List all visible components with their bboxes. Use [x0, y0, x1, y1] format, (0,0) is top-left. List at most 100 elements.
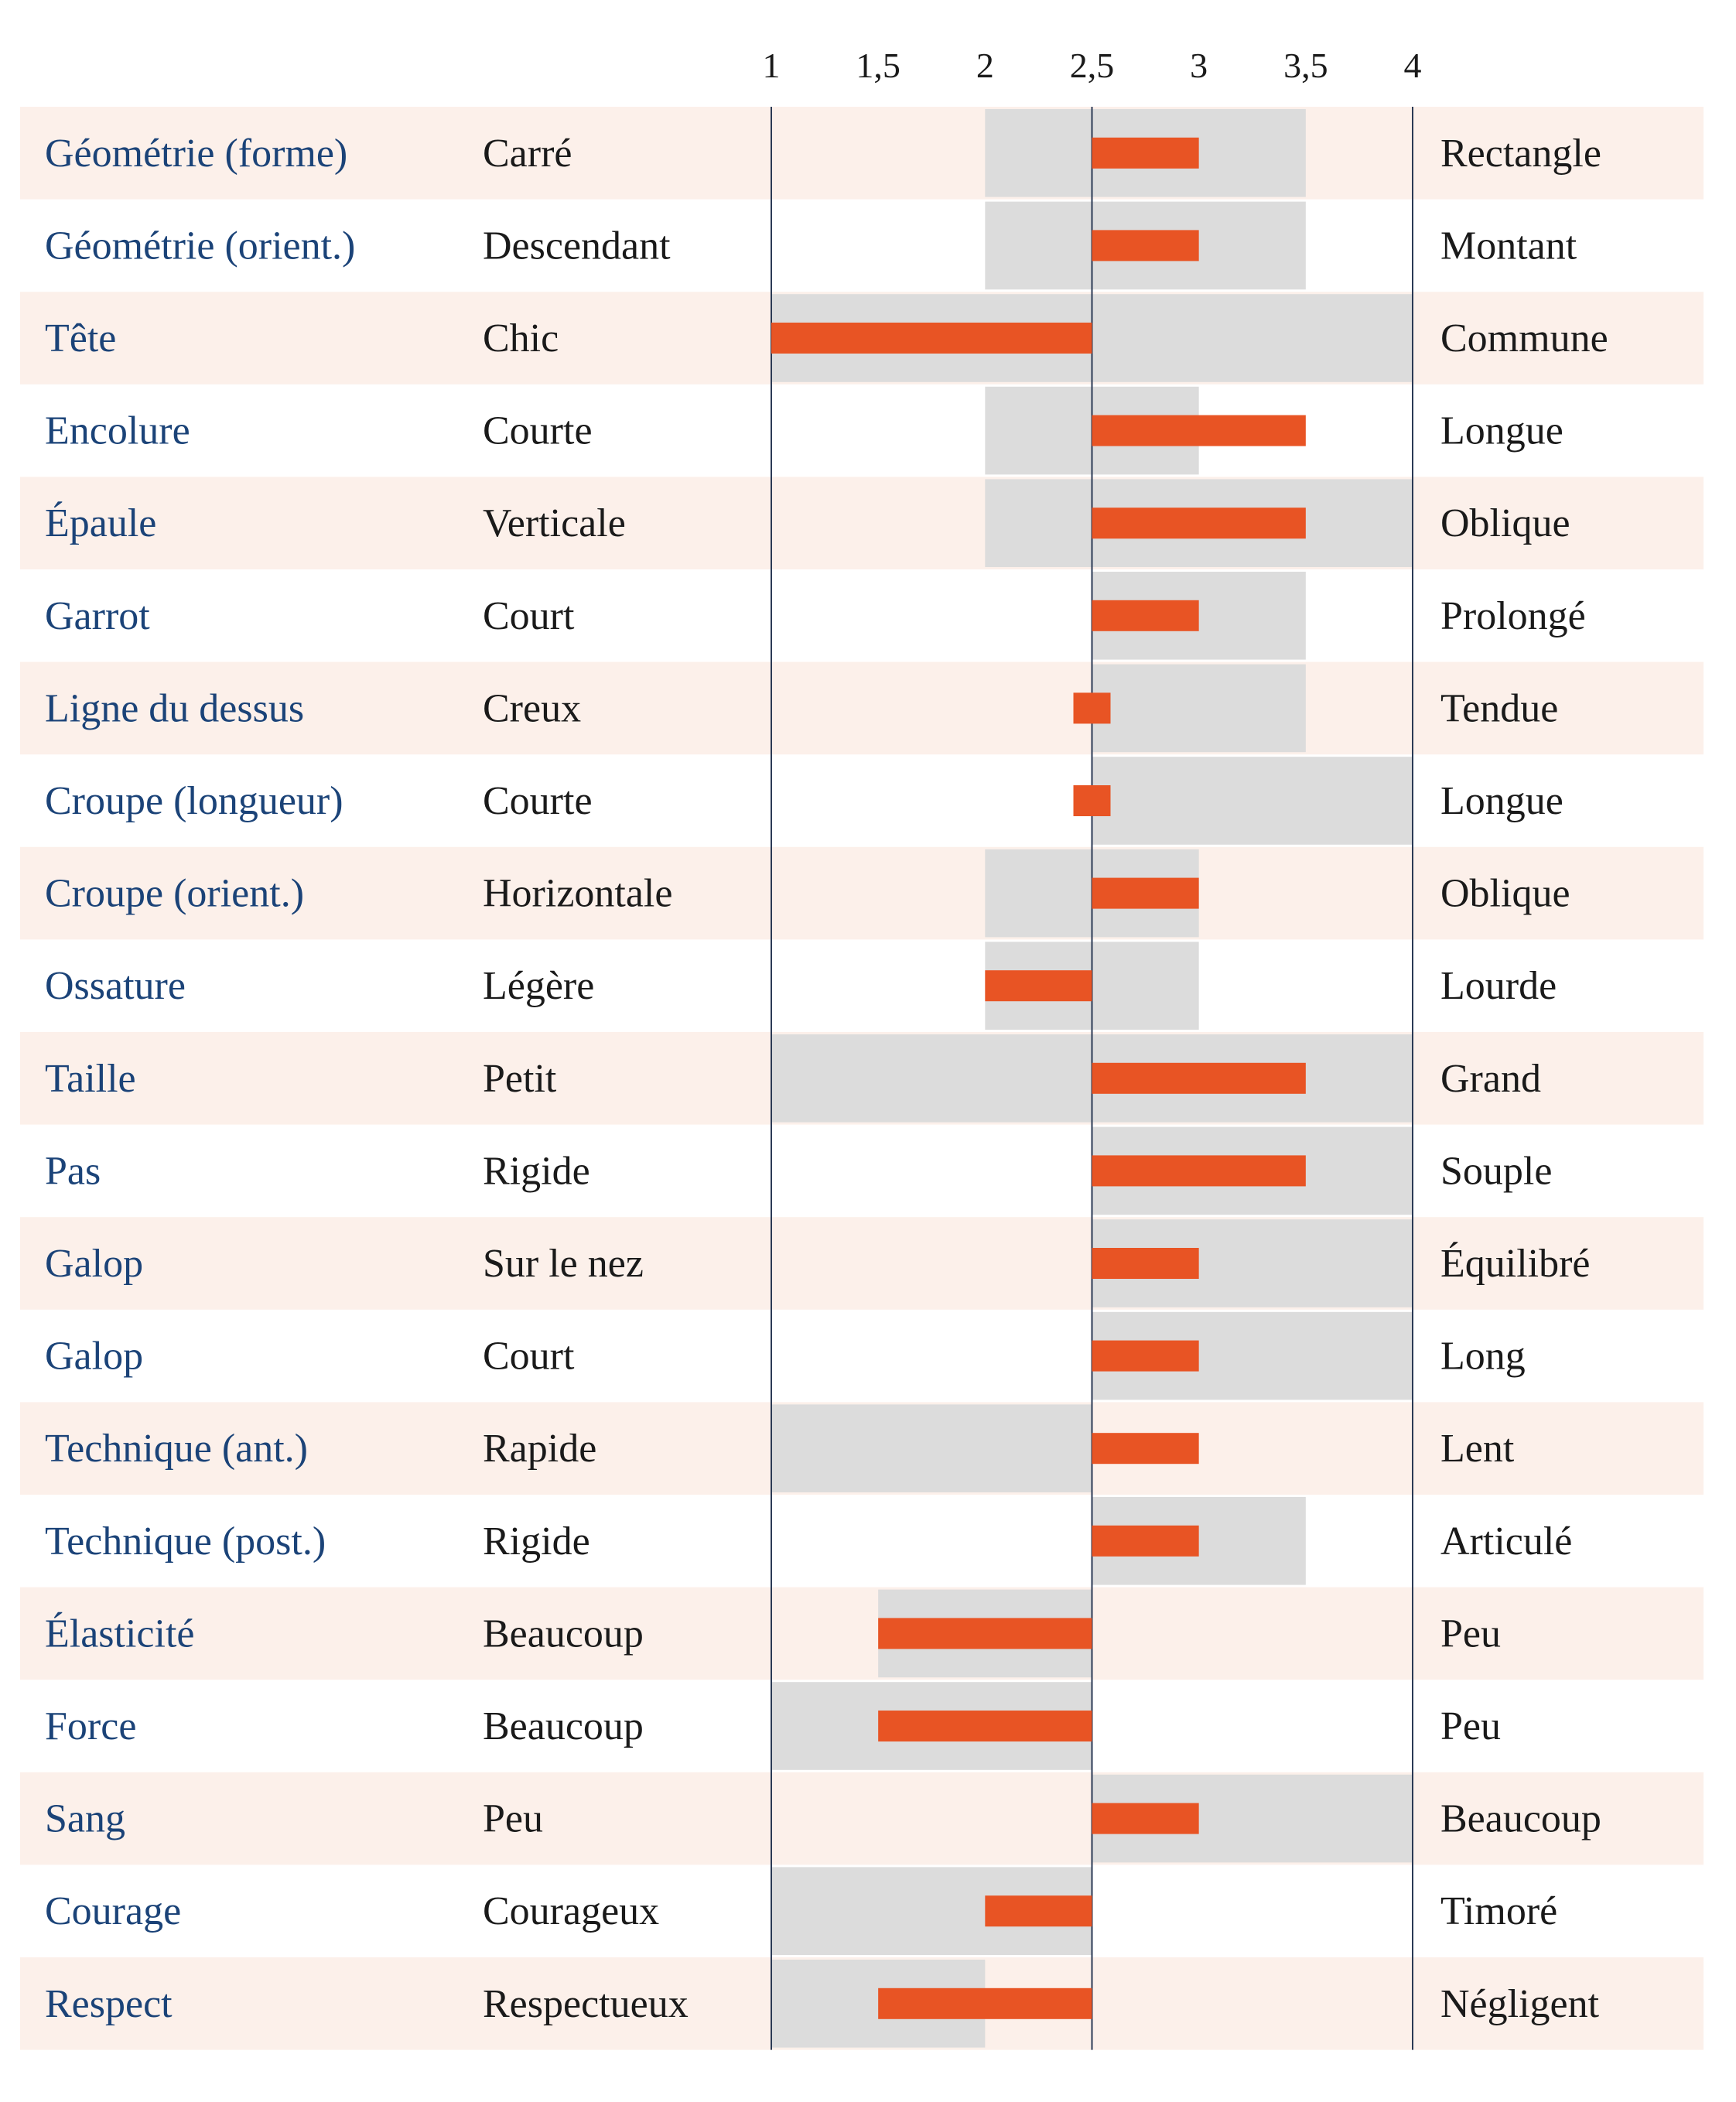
high-pole-label: Négligent [1440, 1982, 1600, 2026]
high-pole-label: Souple [1440, 1149, 1552, 1193]
x-tick-label: 2,5 [1070, 46, 1115, 85]
value-bars [771, 137, 1306, 2019]
trait-label: Géométrie (orient.) [45, 224, 355, 268]
x-tick-labels: 1 1,5 2 2,5 3 3,5 4 [763, 46, 1422, 85]
trait-label: Géométrie (forme) [45, 132, 347, 176]
low-pole-label: Respectueux [483, 1982, 689, 2026]
row-band [20, 661, 1704, 755]
value-bar [1073, 785, 1111, 816]
low-pole-label: Verticale [483, 501, 626, 545]
low-pole-label: Courageux [483, 1889, 659, 1933]
trait-label: Taille [45, 1057, 136, 1101]
high-pole-label: Timoré [1440, 1889, 1557, 1933]
high-pole-label: Longue [1440, 779, 1563, 823]
trait-label: Sang [45, 1797, 125, 1841]
value-bar [1092, 230, 1199, 261]
high-pole-label: Grand [1440, 1057, 1541, 1101]
low-pole-label: Peu [483, 1797, 543, 1841]
trait-label: Respect [45, 1982, 173, 2026]
trait-label: Garrot [45, 594, 150, 638]
low-pole-label: Chic [483, 316, 559, 361]
value-bar [1073, 692, 1111, 724]
trait-label: Courage [45, 1889, 181, 1933]
high-pole-label: Montant [1440, 224, 1577, 268]
high-pole-label: Peu [1440, 1704, 1501, 1748]
high-pole-label: Commune [1440, 316, 1608, 361]
trait-label: Épaule [45, 501, 156, 545]
value-bar [1092, 508, 1306, 539]
trait-label: Encolure [45, 409, 190, 453]
trait-label: Force [45, 1704, 136, 1748]
x-tick-label: 3 [1190, 46, 1208, 85]
x-tick-label: 1 [763, 46, 781, 85]
row-band [20, 1217, 1704, 1310]
value-bar [1092, 1525, 1199, 1557]
high-pole-label: Prolongé [1440, 594, 1586, 638]
value-bar [878, 1618, 1092, 1649]
trait-label: Ligne du dessus [45, 686, 304, 730]
low-pole-label: Carré [483, 132, 572, 176]
high-pole-label: Longue [1440, 409, 1563, 453]
low-pole-label: Rigide [483, 1519, 590, 1564]
low-pole-label: Court [483, 1335, 575, 1379]
low-pole-label: Creux [483, 686, 581, 730]
low-pole-label: Petit [483, 1057, 557, 1101]
row-band [20, 846, 1704, 940]
value-bar [878, 1711, 1092, 1741]
value-bar [1092, 1062, 1306, 1094]
low-pole-label: Courte [483, 409, 593, 453]
value-bar [985, 1895, 1092, 1927]
value-bar [1092, 1155, 1306, 1187]
row-band [20, 1772, 1704, 1865]
x-tick-label: 2 [976, 46, 994, 85]
high-pole-label: Articulé [1440, 1519, 1572, 1564]
trait-label: Technique (ant.) [45, 1427, 308, 1471]
row-labels: Géométrie (forme) Carré Rectangle Géométrie… [45, 132, 1608, 2026]
high-pole-label: Oblique [1440, 872, 1570, 916]
trait-label: Croupe (orient.) [45, 872, 304, 916]
high-pole-label: Lourde [1440, 964, 1557, 1008]
low-pole-label: Légère [483, 964, 594, 1008]
row-band [20, 1587, 1704, 1680]
value-bar [1092, 1248, 1199, 1279]
x-tick-label: 4 [1404, 46, 1422, 85]
value-bar [1092, 1803, 1199, 1834]
row-band [20, 107, 1704, 200]
trait-label: Technique (post.) [45, 1519, 326, 1564]
high-pole-label: Peu [1440, 1612, 1501, 1656]
high-pole-label: Long [1440, 1335, 1526, 1379]
value-bar [771, 323, 1092, 354]
high-pole-label: Oblique [1440, 501, 1570, 545]
trait-label: Croupe (longueur) [45, 779, 343, 823]
low-pole-label: Court [483, 594, 575, 638]
low-pole-label: Rapide [483, 1427, 596, 1471]
value-bar [1092, 1433, 1199, 1465]
value-bar [1092, 1340, 1199, 1372]
low-pole-label: Beaucoup [483, 1612, 644, 1656]
low-pole-label: Descendant [483, 224, 671, 268]
x-tick-label: 1,5 [856, 46, 900, 85]
range-bar [1092, 664, 1306, 753]
low-pole-label: Sur le nez [483, 1242, 644, 1286]
trait-label: Ossature [45, 964, 186, 1008]
value-bar [878, 1988, 1092, 2019]
low-pole-label: Horizontale [483, 872, 672, 916]
value-bar [1092, 600, 1199, 631]
trait-label: Galop [45, 1242, 143, 1286]
low-pole-label: Beaucoup [483, 1704, 644, 1748]
value-bar [1092, 137, 1199, 169]
value-bar [1092, 415, 1306, 446]
high-pole-label: Rectangle [1440, 132, 1601, 176]
low-pole-label: Rigide [483, 1149, 590, 1193]
high-pole-label: Équilibré [1440, 1241, 1591, 1286]
trait-label: Tête [45, 316, 116, 361]
value-bar [1092, 877, 1199, 909]
value-bar [985, 970, 1092, 1002]
high-pole-label: Beaucoup [1440, 1797, 1601, 1841]
trait-label: Élasticité [45, 1611, 194, 1656]
range-bar [771, 1404, 1092, 1492]
row-band [20, 477, 1704, 569]
low-pole-label: Courte [483, 779, 593, 823]
high-pole-label: Lent [1440, 1427, 1515, 1471]
